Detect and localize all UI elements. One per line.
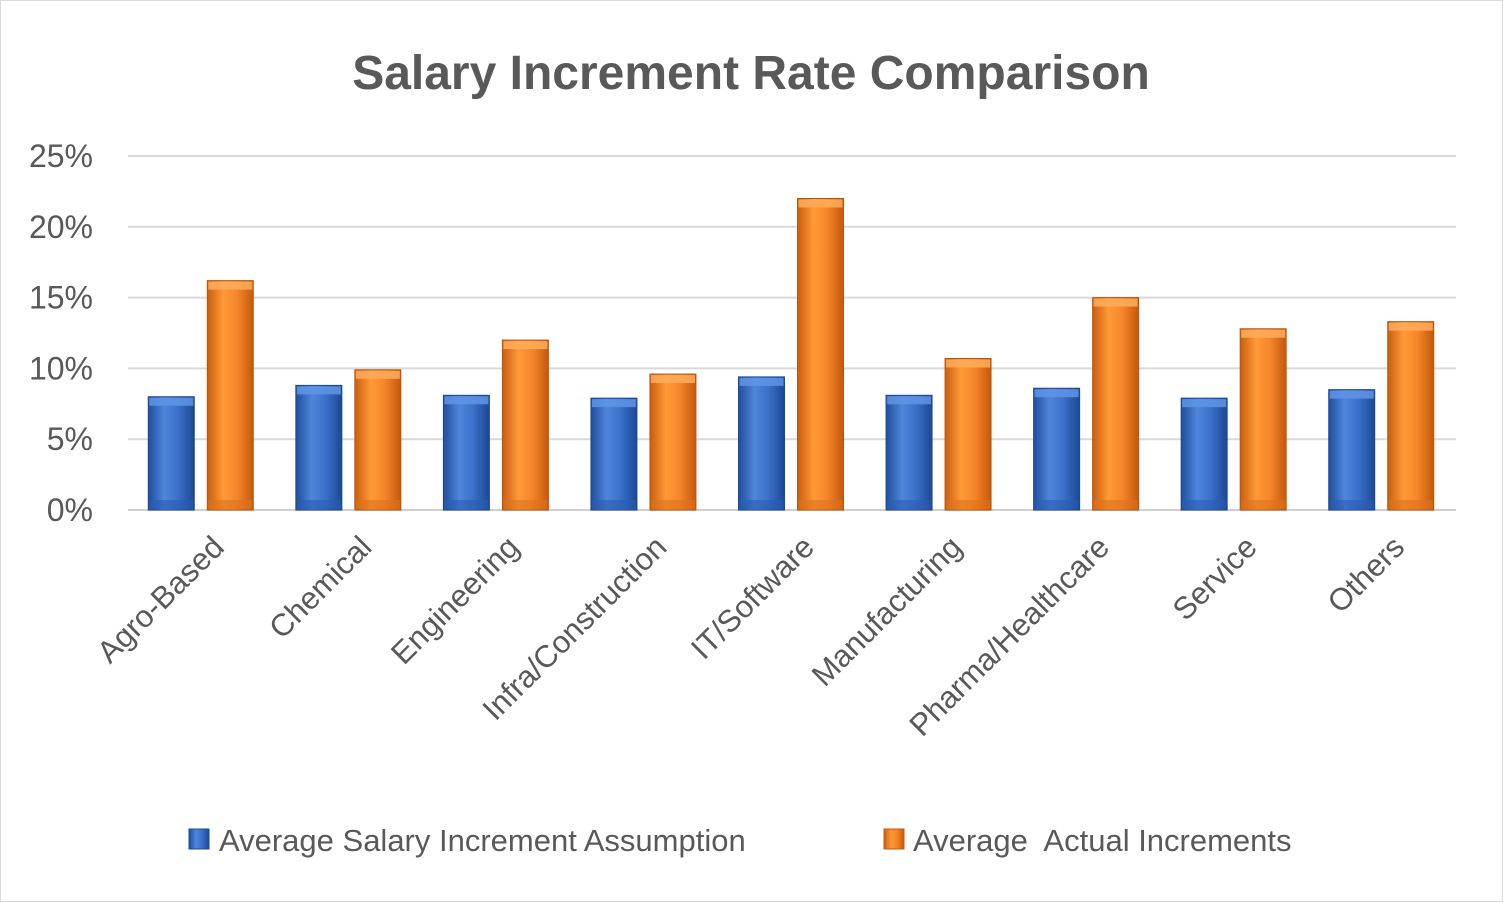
x-axis-category-labels: Agro-Based Chemical EngineeringInfra/Const… [90, 529, 1411, 743]
bar-cap-actual [798, 199, 843, 208]
bar-cap-actual [946, 359, 991, 368]
chart-title: Salary Increment Rate Comparison [352, 47, 1150, 100]
y-tick-label: 15% [29, 280, 93, 316]
bar-cap-assumption [444, 396, 489, 405]
bar-actual [1092, 297, 1140, 511]
x-category-label: Others [1321, 529, 1412, 620]
bar-actual [649, 373, 697, 511]
y-tick-label: 5% [47, 421, 93, 457]
bar-actual [1239, 328, 1287, 511]
y-tick-label: 0% [47, 492, 93, 528]
bar-cap-assumption [1182, 399, 1227, 408]
y-axis-tick-labels: 0% 5% 10% 15% 20% 25% [29, 138, 93, 528]
bar-cap-assumption [887, 396, 932, 405]
bar-base-actual [1241, 500, 1286, 509]
bar-base-assumption [1182, 500, 1227, 509]
x-category-label: Agro-Based [90, 529, 231, 670]
bar-base-assumption [1034, 500, 1079, 509]
bar-assumption [738, 376, 785, 511]
bar-base-actual [798, 500, 843, 509]
bar-base-assumption [296, 500, 341, 509]
bar-cap-actual [503, 341, 548, 350]
bar-base-assumption [739, 500, 784, 509]
y-tick-label: 20% [29, 209, 93, 245]
x-category-label: Service [1166, 529, 1264, 627]
bar-actual [797, 197, 844, 511]
bar-base-assumption [149, 500, 194, 509]
y-tick-label: 25% [29, 138, 93, 174]
bar-base-assumption [444, 500, 489, 509]
legend-label-actual: Average Actual Increments [913, 823, 1292, 858]
x-category-label: Engineering [384, 529, 526, 671]
bar-actual [206, 280, 254, 511]
bar-base-actual [1093, 500, 1138, 509]
bar-base-actual [208, 500, 253, 509]
bar-assumption [295, 384, 343, 511]
bar-assumption [1328, 389, 1376, 511]
bar-cap-assumption [1034, 389, 1079, 398]
bar-base-actual [355, 500, 400, 509]
bar-assumption [1180, 397, 1228, 511]
bar-actual [354, 369, 402, 511]
bar-cap-actual [1388, 322, 1433, 331]
x-category-label: IT/Software [684, 529, 821, 666]
bar-cap-actual [208, 281, 253, 290]
legend: Average Salary Increment Assumption Aver… [188, 823, 1292, 858]
bar-cap-assumption [591, 399, 636, 408]
bar-cap-actual [1241, 329, 1286, 338]
bar-base-assumption [591, 500, 636, 509]
bar-cap-assumption [296, 386, 341, 395]
bar-assumption [1033, 387, 1081, 511]
bar-cap-assumption [739, 377, 784, 386]
bar-actual [501, 339, 549, 511]
bar-cap-assumption [149, 397, 194, 406]
bar-assumption [590, 397, 638, 511]
bars [147, 197, 1435, 511]
bar-cap-actual [650, 375, 695, 384]
bar-assumption [442, 394, 490, 511]
bar-base-actual [650, 500, 695, 509]
bar-base-actual [503, 500, 548, 509]
y-tick-label: 10% [29, 350, 93, 386]
bar-assumption [147, 396, 195, 511]
bar-assumption [885, 394, 933, 511]
bar-cap-actual [1093, 298, 1138, 307]
x-category-label: Chemical [262, 529, 378, 645]
bar-actual [944, 357, 992, 511]
bar-actual [1387, 321, 1435, 511]
bar-base-assumption [1329, 500, 1374, 509]
bar-base-actual [946, 500, 991, 509]
bar-cap-assumption [1329, 390, 1374, 399]
bar-cap-actual [355, 370, 400, 379]
legend-label-assumption: Average Salary Increment Assumption [219, 823, 746, 858]
bar-base-assumption [887, 500, 932, 509]
bar-base-actual [1388, 500, 1433, 509]
legend-swatch-assumption [188, 828, 210, 850]
legend-swatch-actual [883, 828, 905, 850]
x-category-label: Manufacturing [805, 529, 969, 693]
gridlines [128, 155, 1456, 511]
